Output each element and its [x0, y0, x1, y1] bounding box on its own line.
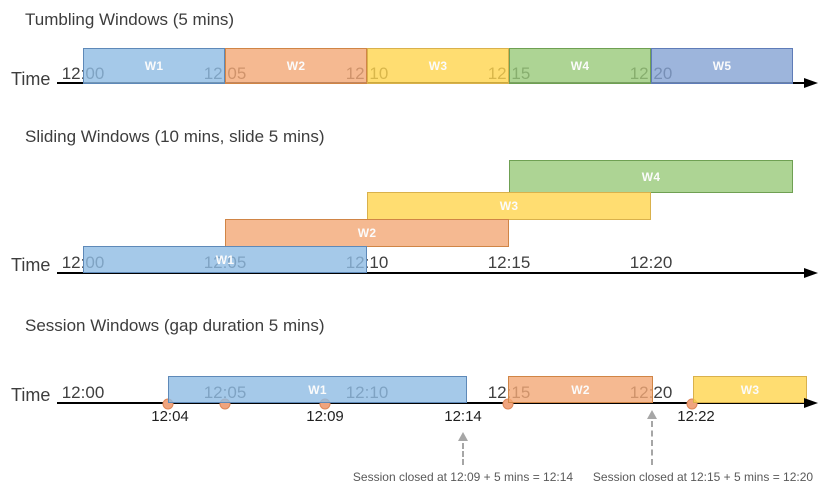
section-title: Tumbling Windows (5 mins): [25, 10, 235, 29]
window-label: W1: [215, 252, 235, 267]
timeline-axis: [57, 402, 805, 404]
annotation-text: Session closed at 12:15 + 5 mins = 12:20: [592, 470, 814, 484]
window-label: W1: [144, 59, 164, 73]
window-label: W3: [428, 59, 448, 73]
time-axis-label: Time: [11, 385, 51, 405]
window-label: W5: [712, 59, 732, 73]
window-box-w1: W1: [168, 376, 467, 403]
window-box-w3: W3: [367, 192, 651, 220]
time-axis-label: Time: [11, 69, 51, 89]
window-label: W3: [740, 382, 760, 397]
arrow-dash-line: [651, 421, 653, 465]
window-label: W2: [571, 382, 590, 397]
arrow-dash-line: [462, 443, 464, 465]
axis-arrow-icon: [804, 78, 818, 88]
window-box-w3: W3: [367, 48, 509, 84]
event-time-label: 12:09: [306, 408, 344, 425]
window-label: W2: [286, 59, 306, 73]
window-label: W4: [641, 169, 661, 184]
window-label: W3: [499, 199, 519, 213]
window-box-w3: W3: [693, 376, 807, 403]
annotation-text: Session closed at 12:09 + 5 mins = 12:14: [352, 470, 574, 484]
window-box-w5: W5: [651, 48, 793, 84]
window-box-w1: W1: [83, 48, 225, 84]
session-close-arrow-icon: [458, 432, 468, 465]
timeline-axis: [57, 272, 805, 274]
tick-label: 12:20: [629, 253, 673, 272]
session-close-arrow-icon: [647, 410, 657, 465]
window-box-w2: W2: [225, 48, 367, 84]
window-box-w4: W4: [509, 160, 793, 193]
section-title: Sliding Windows (10 mins, slide 5 mins): [25, 127, 325, 146]
window-box-w1: W1: [83, 246, 367, 273]
arrow-head-icon: [647, 410, 657, 419]
tick-label: 12:00: [61, 383, 105, 402]
window-box-w2: W2: [225, 219, 509, 247]
axis-arrow-icon: [804, 268, 818, 278]
event-time-label: 12:04: [151, 408, 189, 425]
event-time-label: 12:14: [444, 408, 482, 425]
window-label: W2: [357, 226, 377, 240]
time-axis-label: Time: [11, 255, 51, 275]
section-title: Session Windows (gap duration 5 mins): [25, 316, 325, 335]
window-box-w4: W4: [509, 48, 651, 84]
window-label: W4: [570, 59, 590, 73]
arrow-head-icon: [458, 432, 468, 441]
axis-arrow-icon: [804, 398, 818, 408]
tick-label: 12:15: [487, 253, 531, 272]
event-time-label: 12:22: [677, 408, 715, 425]
event-dot: [686, 398, 698, 410]
window-label: W1: [308, 382, 327, 397]
window-box-w2: W2: [508, 376, 653, 403]
